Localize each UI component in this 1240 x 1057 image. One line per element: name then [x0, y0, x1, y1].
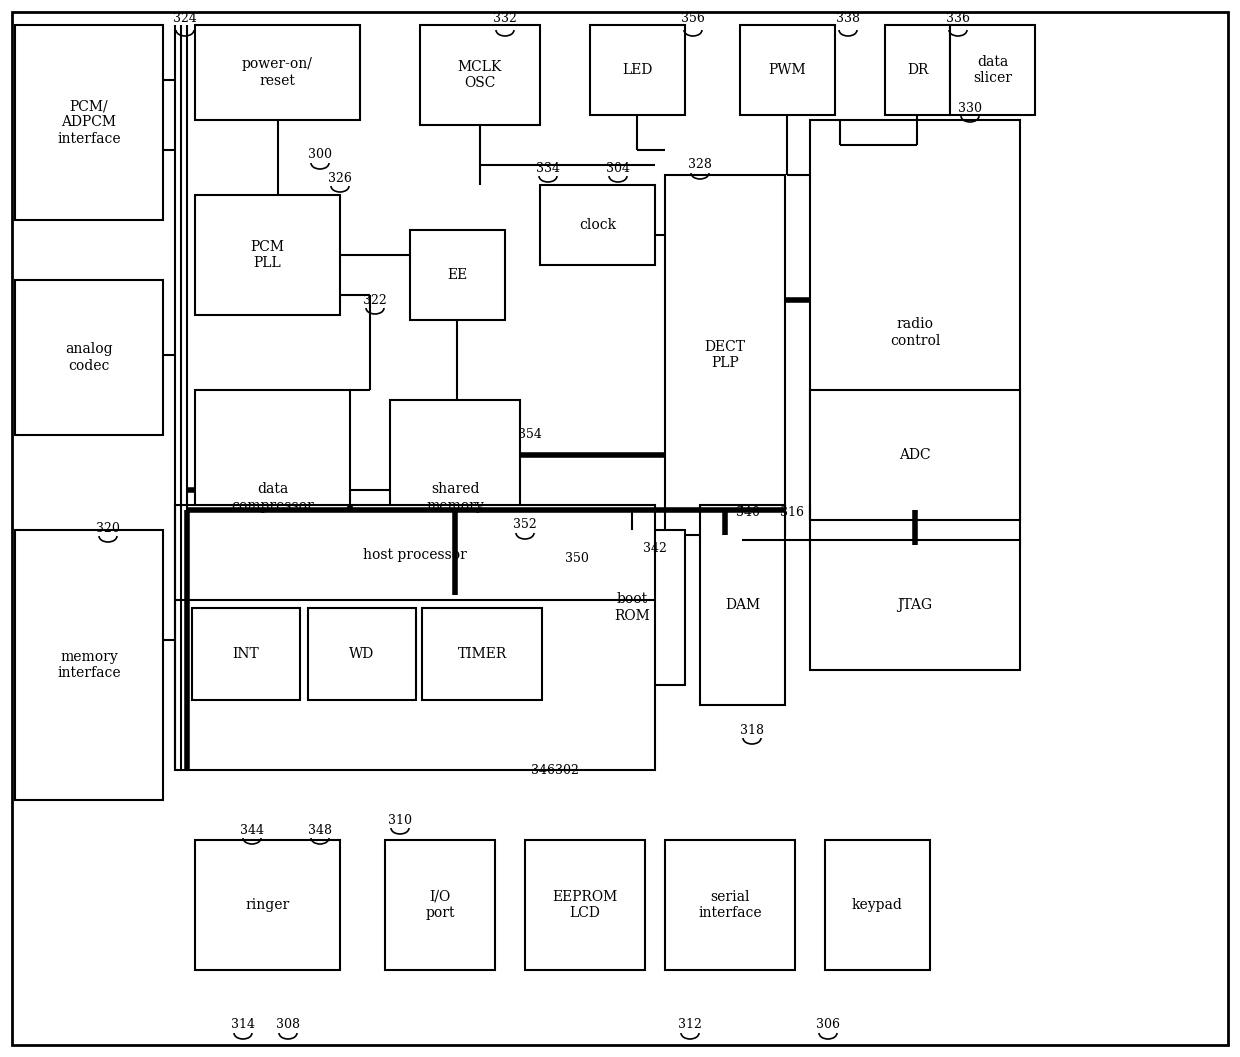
Bar: [740, 25, 835, 115]
Text: 356: 356: [681, 12, 704, 24]
Text: 304: 304: [606, 162, 630, 174]
Text: DECT
PLP: DECT PLP: [704, 340, 745, 370]
Bar: [420, 25, 539, 125]
Bar: [665, 175, 785, 535]
Bar: [15, 25, 162, 220]
Bar: [701, 505, 785, 705]
Text: LED: LED: [622, 63, 652, 77]
Bar: [192, 608, 300, 700]
Text: 332: 332: [494, 12, 517, 24]
Text: 348: 348: [308, 823, 332, 836]
Text: data
slicer: data slicer: [973, 55, 1012, 86]
Text: host processor: host processor: [363, 548, 467, 562]
Bar: [410, 230, 505, 320]
Bar: [810, 540, 1021, 670]
Text: memory
interface: memory interface: [57, 650, 120, 680]
Text: DAM: DAM: [725, 598, 760, 612]
Bar: [15, 280, 162, 435]
Text: JTAG: JTAG: [898, 598, 932, 612]
Bar: [525, 840, 645, 970]
Text: 308: 308: [277, 1019, 300, 1032]
Bar: [308, 608, 415, 700]
Bar: [384, 840, 495, 970]
Bar: [810, 390, 1021, 520]
Text: WD: WD: [350, 647, 374, 661]
Text: PCM/
ADPCM
interface: PCM/ ADPCM interface: [57, 99, 120, 146]
Bar: [665, 840, 795, 970]
Text: 318: 318: [740, 723, 764, 737]
Text: 344: 344: [241, 823, 264, 836]
Text: serial
interface: serial interface: [698, 890, 761, 920]
Text: radio
control: radio control: [890, 317, 940, 348]
Text: 346: 346: [531, 763, 556, 777]
Text: 340: 340: [737, 505, 760, 519]
Text: PWM: PWM: [769, 63, 806, 77]
Text: ADC: ADC: [899, 448, 931, 462]
Text: 330: 330: [959, 101, 982, 114]
Text: 306: 306: [816, 1019, 839, 1032]
Bar: [422, 608, 542, 700]
Bar: [590, 25, 684, 115]
Text: 316: 316: [780, 505, 804, 519]
Text: 352: 352: [513, 519, 537, 532]
Text: 350: 350: [565, 552, 589, 564]
Text: 320: 320: [95, 521, 120, 535]
Bar: [825, 840, 930, 970]
Text: EE: EE: [448, 268, 467, 282]
Text: 326: 326: [329, 171, 352, 185]
Text: DR: DR: [906, 63, 929, 77]
Bar: [391, 400, 520, 595]
Text: boot
ROM: boot ROM: [615, 592, 650, 623]
Bar: [950, 25, 1035, 115]
Bar: [175, 505, 655, 769]
Bar: [195, 390, 350, 605]
Text: 336: 336: [946, 12, 970, 24]
Bar: [15, 530, 162, 800]
Bar: [195, 840, 340, 970]
Text: keypad: keypad: [852, 898, 903, 912]
Text: data
compressor: data compressor: [231, 482, 314, 513]
Text: I/O
port: I/O port: [425, 890, 455, 920]
Text: 300: 300: [308, 148, 332, 162]
Text: 310: 310: [388, 814, 412, 827]
Bar: [195, 194, 340, 315]
Text: shared
memory: shared memory: [427, 482, 484, 513]
Text: 312: 312: [678, 1019, 702, 1032]
Text: 314: 314: [231, 1019, 255, 1032]
Text: INT: INT: [233, 647, 259, 661]
Text: 324: 324: [174, 12, 197, 24]
Text: 342: 342: [644, 541, 667, 555]
Text: 354: 354: [518, 428, 542, 442]
Bar: [539, 185, 655, 265]
Bar: [195, 25, 360, 120]
Text: ringer: ringer: [246, 898, 290, 912]
Bar: [810, 120, 1021, 545]
Text: 334: 334: [536, 162, 560, 174]
Text: 338: 338: [836, 12, 861, 24]
Text: clock: clock: [579, 218, 616, 231]
Text: PCM
PLL: PCM PLL: [250, 240, 284, 271]
Text: 328: 328: [688, 159, 712, 171]
Text: analog
codec: analog codec: [66, 342, 113, 373]
Text: 302: 302: [556, 763, 579, 777]
Bar: [885, 25, 950, 115]
Text: 322: 322: [363, 294, 387, 307]
Text: TIMER: TIMER: [458, 647, 507, 661]
Text: power-on/
reset: power-on/ reset: [242, 57, 312, 88]
Text: EEPROM
LCD: EEPROM LCD: [552, 890, 618, 920]
Bar: [580, 530, 684, 685]
Text: MCLK
OSC: MCLK OSC: [458, 60, 502, 90]
